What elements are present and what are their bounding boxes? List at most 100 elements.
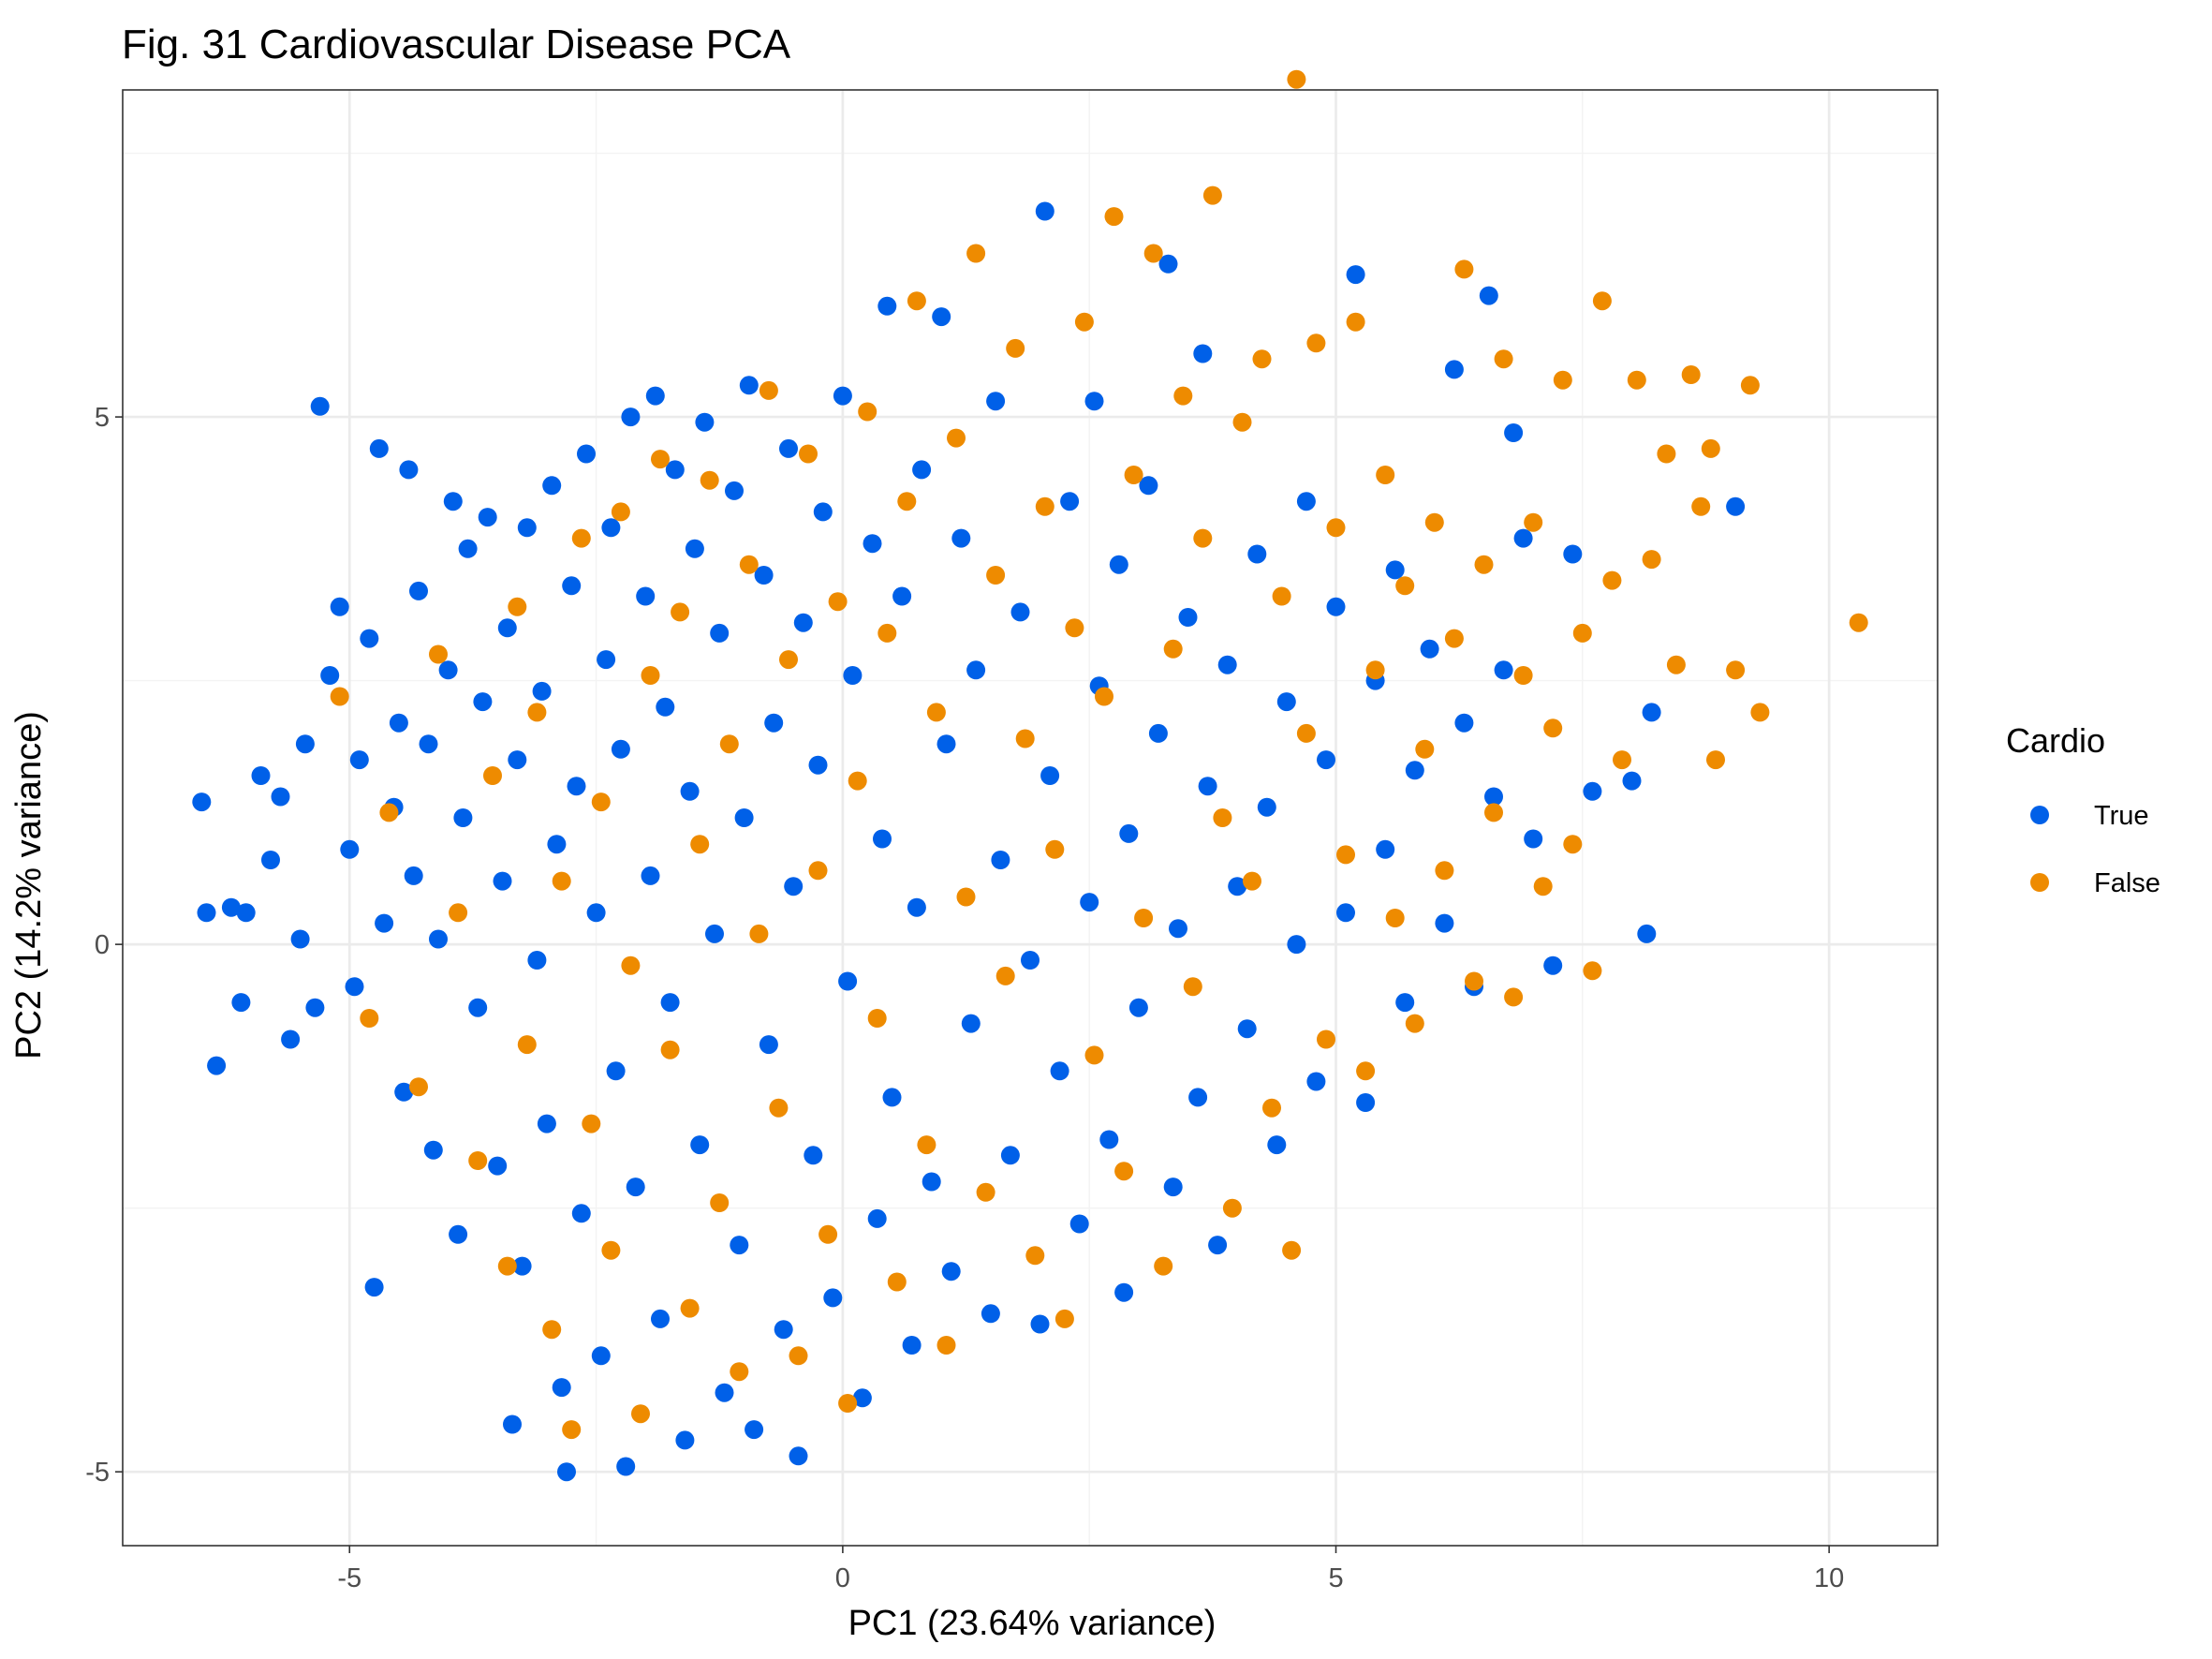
data-point-false bbox=[710, 1193, 730, 1212]
data-point-true bbox=[458, 539, 478, 558]
data-point-true bbox=[1139, 476, 1158, 496]
data-point-true bbox=[1583, 781, 1602, 801]
data-point-false bbox=[1045, 839, 1065, 859]
data-point-true bbox=[745, 1420, 764, 1440]
data-point-true bbox=[675, 1430, 695, 1450]
data-point-true bbox=[231, 993, 251, 1013]
data-point-true bbox=[641, 866, 660, 885]
data-point-true bbox=[207, 1056, 227, 1075]
data-point-true bbox=[1504, 423, 1524, 442]
data-point-false bbox=[409, 1077, 428, 1097]
data-point-true bbox=[892, 586, 912, 606]
data-point-true bbox=[532, 681, 552, 701]
data-point-true bbox=[1563, 544, 1583, 564]
data-point-true bbox=[1622, 771, 1642, 791]
y-axis-title: PC2 (14.2% variance) bbox=[9, 711, 49, 1059]
y-tick-label: -5 bbox=[85, 1458, 110, 1488]
data-point-true bbox=[1084, 392, 1104, 411]
data-point-false bbox=[947, 428, 966, 448]
data-point-false bbox=[1543, 718, 1563, 738]
legend-key-true bbox=[2030, 806, 2049, 824]
data-point-false bbox=[483, 766, 502, 785]
data-point-true bbox=[290, 929, 310, 949]
data-point-true bbox=[907, 897, 926, 917]
data-point-false bbox=[1282, 1240, 1302, 1260]
data-point-false bbox=[1183, 977, 1202, 997]
data-point-true bbox=[1317, 750, 1335, 770]
data-point-false bbox=[1287, 69, 1306, 89]
data-point-false bbox=[828, 592, 848, 612]
data-point-true bbox=[1543, 955, 1563, 975]
data-point-true bbox=[725, 481, 744, 500]
data-point-false bbox=[769, 1098, 789, 1118]
y-tick-label: 0 bbox=[95, 930, 110, 960]
data-point-true bbox=[690, 1135, 710, 1155]
data-point-false bbox=[1306, 333, 1326, 353]
data-point-false bbox=[1750, 703, 1770, 722]
data-point-false bbox=[1583, 961, 1602, 981]
data-point-true bbox=[1267, 1135, 1287, 1155]
data-point-true bbox=[912, 460, 932, 480]
data-point-false bbox=[1272, 586, 1291, 606]
data-point-true bbox=[1454, 713, 1474, 733]
data-point-true bbox=[1513, 528, 1533, 548]
data-point-true bbox=[1642, 703, 1661, 722]
data-point-true bbox=[261, 851, 280, 869]
data-point-true bbox=[1099, 1130, 1119, 1149]
data-point-true bbox=[1208, 1236, 1228, 1255]
data-point-false bbox=[1232, 412, 1252, 432]
series-true bbox=[192, 201, 1746, 1482]
x-tick-label: -5 bbox=[337, 1563, 361, 1593]
data-point-false bbox=[1025, 1246, 1045, 1266]
data-point-false bbox=[497, 1256, 517, 1276]
data-point-true bbox=[986, 392, 1006, 411]
data-point-false bbox=[995, 966, 1015, 985]
data-point-true bbox=[1069, 1214, 1089, 1234]
data-point-false bbox=[582, 1114, 601, 1133]
data-point-false bbox=[877, 623, 897, 643]
data-point-false bbox=[660, 1040, 680, 1059]
data-point-true bbox=[1326, 597, 1346, 616]
data-point-false bbox=[1163, 639, 1183, 659]
data-point-true bbox=[429, 929, 448, 949]
data-point-true bbox=[468, 998, 488, 1017]
data-point-true bbox=[562, 576, 582, 596]
data-point-true bbox=[251, 766, 271, 785]
data-point-true bbox=[1726, 496, 1746, 516]
data-point-true bbox=[542, 476, 562, 496]
data-point-true bbox=[197, 903, 216, 923]
data-point-true bbox=[295, 734, 315, 754]
data-point-true bbox=[345, 977, 364, 997]
data-point-false bbox=[1627, 370, 1646, 390]
legend-label-true: True bbox=[2094, 801, 2149, 831]
data-point-false bbox=[1054, 1309, 1074, 1328]
data-point-true bbox=[497, 618, 517, 638]
data-point-true bbox=[680, 781, 700, 801]
data-point-true bbox=[626, 1178, 645, 1197]
data-point-false bbox=[330, 687, 349, 706]
data-point-true bbox=[1479, 286, 1498, 305]
data-point-true bbox=[527, 951, 547, 970]
data-point-false bbox=[700, 470, 719, 490]
data-point-true bbox=[423, 1140, 443, 1160]
data-point-false bbox=[818, 1224, 838, 1244]
data-point-false bbox=[1474, 555, 1494, 574]
data-point-true bbox=[1637, 924, 1657, 943]
data-point-true bbox=[1336, 903, 1355, 923]
data-point-true bbox=[1385, 560, 1405, 580]
plot-panel-border bbox=[122, 89, 1939, 1547]
data-point-false bbox=[956, 887, 976, 907]
data-point-false bbox=[1553, 370, 1572, 390]
data-point-false bbox=[1015, 729, 1035, 748]
data-point-false bbox=[1385, 909, 1405, 927]
data-point-true bbox=[863, 534, 882, 554]
data-point-true bbox=[636, 586, 656, 606]
data-point-true bbox=[369, 438, 389, 458]
data-point-false bbox=[1143, 244, 1163, 263]
data-point-false bbox=[651, 450, 670, 469]
data-point-false bbox=[897, 492, 917, 511]
data-point-true bbox=[394, 1082, 414, 1102]
data-point-true bbox=[852, 1388, 872, 1408]
data-point-true bbox=[1148, 723, 1168, 743]
